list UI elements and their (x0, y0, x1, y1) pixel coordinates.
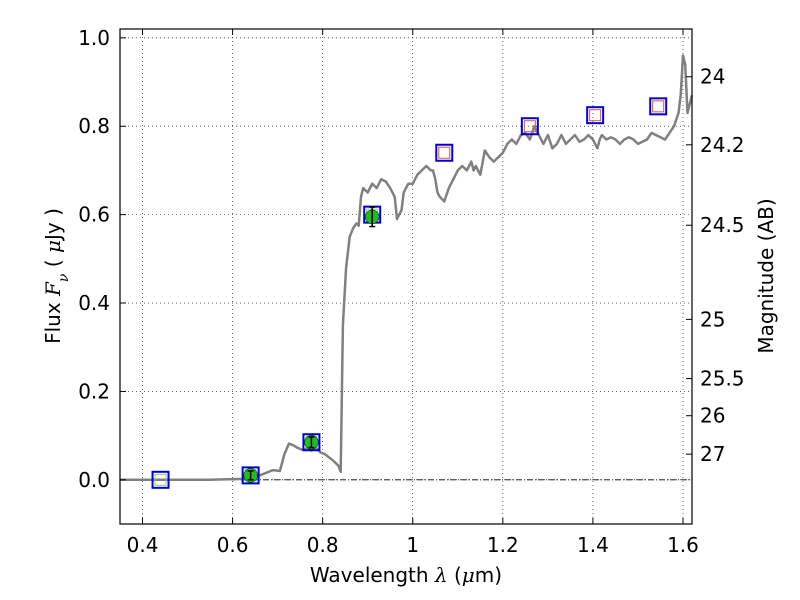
y-tick-label: 0.2 (78, 379, 110, 403)
y-tick-label: 0.0 (78, 468, 110, 492)
x-tick-label: 0.4 (127, 533, 159, 557)
x-tick-label: 1 (406, 533, 419, 557)
model-photometry-inner-marker (652, 100, 665, 113)
x-axis-label: Wavelength λ (μm) (310, 563, 502, 587)
y-axis-label: Flux Fν ( μJy ) (41, 208, 72, 344)
model-photometry-marker (520, 117, 539, 136)
y-tick-label: 0.6 (78, 203, 110, 227)
model-photometry-layer (151, 97, 668, 489)
x-tick-label: 0.6 (217, 533, 249, 557)
y2-tick-label: 25.5 (700, 367, 745, 391)
x-tick-label: 0.8 (307, 533, 339, 557)
y2-tick-label: 24 (700, 65, 725, 89)
right-axis-label: Magnitude (AB) (754, 198, 778, 353)
observed-photometry-layer (243, 206, 380, 483)
model-photometry-inner-marker (589, 109, 602, 122)
model-photometry-marker (649, 97, 668, 116)
y2-tick-label: 27 (700, 442, 725, 466)
model-photometry-inner-marker (154, 473, 167, 486)
x-tick-label: 1.4 (577, 533, 609, 557)
y2-tick-label: 26 (700, 404, 725, 428)
y-tick-label: 0.4 (78, 291, 110, 315)
model-photometry-marker (302, 433, 321, 452)
y2-tick-label: 24.5 (700, 213, 745, 237)
model-photometry-inner-marker (438, 146, 451, 159)
model-photometry-marker (435, 143, 454, 162)
model-photometry-marker (586, 106, 605, 125)
tick-layer: 0.4 0.6 0.8 1 1.2 1.4 1.6 0.0 0.2 0.4 0.6 0.8 1.0 24 2… (78, 26, 744, 557)
x-tick-label: 1.6 (667, 533, 699, 557)
y2-tick-label: 24.2 (700, 133, 745, 157)
y2-tick-label: 25 (700, 307, 725, 331)
y-tick-label: 1.0 (78, 26, 110, 50)
model-photometry-inner-marker (523, 120, 536, 133)
spectrum-line (120, 54, 694, 482)
plot-frame (119, 28, 693, 525)
y-tick-label: 0.8 (78, 114, 110, 138)
x-tick-label: 1.2 (487, 533, 519, 557)
spectrum-layer (120, 54, 694, 482)
model-photometry-marker (241, 466, 260, 485)
grid-layer (120, 29, 692, 524)
model-photometry-marker (151, 470, 170, 489)
